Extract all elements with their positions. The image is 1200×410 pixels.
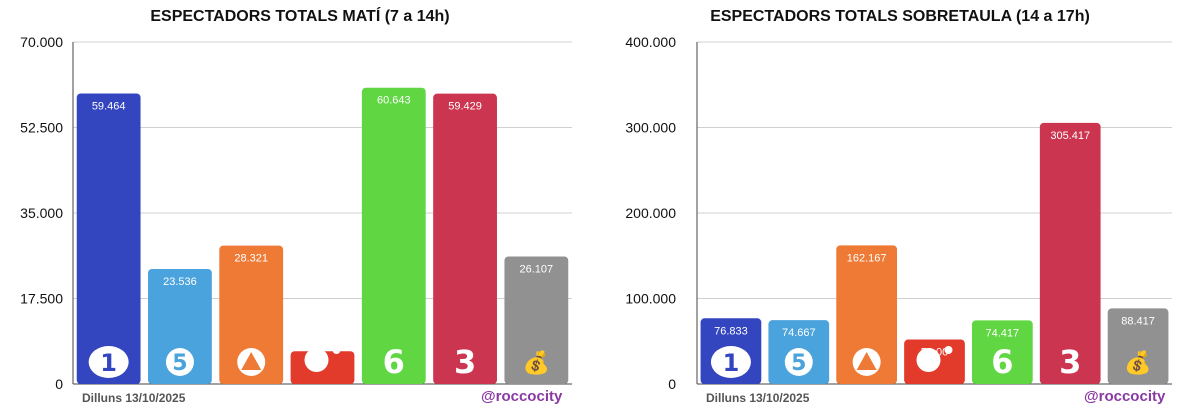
svg-text:6: 6 <box>383 343 405 381</box>
bar-value-label: 162.167 <box>847 252 887 264</box>
y-tick-label: 100.000 <box>625 291 676 307</box>
y-tick-label: 70.000 <box>20 34 63 50</box>
chart-sobretaula-plot: 0 100.000 200.000 300.000 400.000 76.833 1 74.6… <box>625 34 1172 392</box>
lasexta-logo-icon: 6 <box>991 343 1013 381</box>
tv3-logo-icon: 3 <box>1059 343 1081 381</box>
tv3-logo-icon: 3 <box>454 343 476 381</box>
bar <box>1039 122 1101 384</box>
la1-logo-icon: 1 <box>710 346 751 378</box>
la1-logo-icon: 1 <box>88 346 129 378</box>
chart-title: ESPECTADORS TOTALS MATÍ (7 a 14h) <box>150 8 450 25</box>
cuatro-logo-icon <box>304 346 341 372</box>
bar-value-label: 26.107 <box>520 263 554 275</box>
y-tick-label: 0 <box>55 376 63 392</box>
svg-text:💰: 💰 <box>523 350 550 376</box>
bar-value-label: 59.429 <box>448 101 482 113</box>
bar <box>76 93 141 384</box>
y-tick-label: 400.000 <box>625 34 676 50</box>
footer-date: Dilluns 13/10/2025 <box>82 391 186 405</box>
bar <box>971 320 1033 384</box>
bar-value-label: 28.321 <box>234 253 268 265</box>
cuatro-logo-icon <box>916 346 953 372</box>
y-tick-label: 52.500 <box>20 120 63 136</box>
chart-mati: ESPECTADORS TOTALS MATÍ (7 a 14h) 0 17.50… <box>20 8 572 405</box>
antena3-logo-icon <box>237 348 266 376</box>
bar-value-label: 23.536 <box>163 276 197 288</box>
bar-value-label: 74.667 <box>782 327 816 339</box>
y-tick-label: 200.000 <box>625 205 676 221</box>
footer-date: Dilluns 13/10/2025 <box>706 391 810 405</box>
telecinco-logo-icon: 5 <box>165 348 194 376</box>
bar <box>433 93 497 385</box>
footer-handle: @roccocity <box>481 388 563 405</box>
bar-value-label: 74.417 <box>986 327 1020 339</box>
svg-text:1: 1 <box>723 349 740 377</box>
svg-text:6: 6 <box>991 343 1013 381</box>
bar-value-label: 60.643 <box>377 95 411 107</box>
bar-value-label: 59.464 <box>92 100 126 112</box>
bar <box>504 256 569 384</box>
bar <box>836 245 898 384</box>
bar <box>361 87 426 384</box>
bar <box>219 245 284 384</box>
bar <box>148 269 212 384</box>
footer-handle: @roccocity <box>1084 388 1166 405</box>
svg-text:1: 1 <box>100 349 117 377</box>
lasexta-logo-icon: 6 <box>383 343 405 381</box>
svg-text:💰: 💰 <box>1124 350 1151 376</box>
y-tick-label: 0 <box>668 376 676 392</box>
svg-text:5: 5 <box>791 351 806 376</box>
svg-text:3: 3 <box>1059 343 1081 381</box>
chart-sobretaula: ESPECTADORS TOTALS SOBRETAULA (14 a 17h)… <box>600 0 1200 410</box>
chart-title: ESPECTADORS TOTALS SOBRETAULA (14 a 17h) <box>710 8 1090 25</box>
bar-value-label: 76.833 <box>714 325 748 337</box>
svg-text:5: 5 <box>172 351 187 376</box>
money-bag-icon: 💰 <box>523 350 550 376</box>
telecinco-logo-icon: 5 <box>784 348 813 376</box>
money-bag-icon: 💰 <box>1124 350 1151 376</box>
y-tick-label: 300.000 <box>625 120 676 136</box>
y-tick-label: 35.000 <box>20 205 63 221</box>
y-tick-label: 17.500 <box>20 291 63 307</box>
bar-value-label: 305.417 <box>1050 130 1090 142</box>
svg-text:3: 3 <box>454 343 476 381</box>
bar <box>1107 308 1169 384</box>
bar-value-label: 88.417 <box>1121 315 1155 327</box>
chart-mati-plot: 0 17.500 35.000 52.500 70.000 59.464 1 23.536 5 2… <box>20 34 572 392</box>
antena3-logo-icon <box>852 348 881 376</box>
